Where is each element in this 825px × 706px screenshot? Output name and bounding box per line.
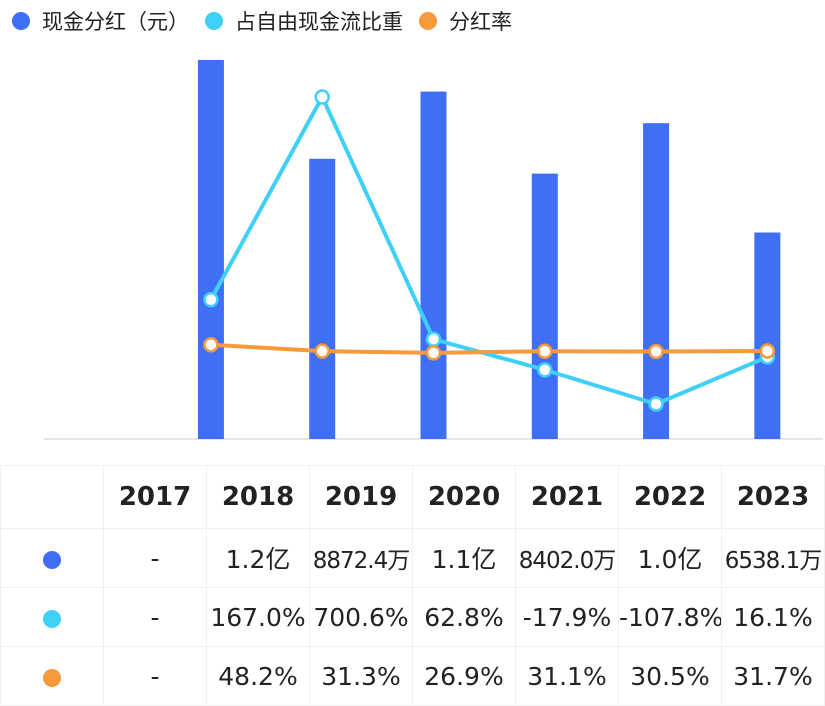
row-marker-fcf-ratio bbox=[43, 609, 61, 628]
bar-2020[interactable] bbox=[420, 91, 447, 439]
point-payout-ratio-2023[interactable] bbox=[759, 343, 776, 359]
table-cell: 6538.1万 bbox=[721, 528, 825, 588]
chart-legend: 现金分红（元） 占自由现金流比重 分红率 bbox=[0, 4, 512, 38]
row-marker-cell bbox=[0, 646, 104, 706]
legend-item-fcf-ratio[interactable]: 占自由现金流比重 bbox=[205, 6, 403, 36]
year-header: 2020 bbox=[412, 465, 516, 529]
bar-2021[interactable] bbox=[531, 173, 558, 439]
table-cell: 8872.4万 bbox=[309, 528, 413, 588]
table-cell: 48.2% bbox=[206, 646, 310, 706]
legend-marker-payout-ratio bbox=[419, 12, 437, 30]
table-cell: - bbox=[103, 528, 207, 588]
table-cell: -107.8% bbox=[618, 587, 722, 647]
table-cell: 8402.0万 bbox=[515, 528, 619, 588]
dividend-chart bbox=[44, 60, 823, 440]
point-fcf-ratio-2019[interactable] bbox=[314, 89, 330, 105]
table-corner-cell bbox=[0, 465, 104, 529]
bars-layer bbox=[197, 60, 781, 440]
table-cell: - bbox=[103, 587, 207, 647]
legend-marker-cash-dividend bbox=[12, 12, 30, 30]
legend-label-payout-ratio: 分红率 bbox=[449, 10, 512, 34]
table-cell: 62.8% bbox=[412, 587, 516, 647]
table-cell: 31.3% bbox=[309, 646, 413, 706]
point-payout-ratio-2020[interactable] bbox=[425, 345, 442, 361]
table-cell: 700.6% bbox=[309, 587, 413, 647]
table-cell: 31.7% bbox=[721, 646, 825, 706]
data-table: 2017 2018 2019 2020 2021 2022 2023 - 1.2… bbox=[0, 465, 825, 706]
legend-item-payout-ratio[interactable]: 分红率 bbox=[419, 6, 512, 36]
table-cell: 1.2亿 bbox=[206, 528, 310, 588]
point-fcf-ratio-2022[interactable] bbox=[648, 396, 664, 412]
point-payout-ratio-2022[interactable] bbox=[648, 343, 664, 360]
line-payout-ratio bbox=[210, 342, 768, 355]
point-fcf-ratio-2020[interactable] bbox=[425, 331, 442, 347]
table-cell: - bbox=[103, 646, 207, 706]
row-marker-payout-ratio bbox=[43, 668, 61, 687]
point-payout-ratio-2021[interactable] bbox=[537, 343, 553, 360]
year-header: 2021 bbox=[515, 465, 619, 529]
bar-2018[interactable] bbox=[197, 60, 224, 439]
table-cell: 16.1% bbox=[721, 587, 825, 647]
year-header: 2019 bbox=[309, 465, 413, 529]
year-header: 2022 bbox=[618, 465, 722, 529]
legend-label-cash-dividend: 现金分红（元） bbox=[42, 10, 189, 34]
legend-label-fcf-ratio: 占自由现金流比重 bbox=[235, 10, 403, 34]
line-fcf-ratio bbox=[209, 95, 769, 406]
table-row-payout-ratio: - 48.2% 31.3% 26.9% 31.1% 30.5% 31.7% bbox=[0, 646, 825, 706]
row-marker-cell bbox=[0, 528, 104, 588]
year-header: 2017 bbox=[103, 465, 207, 529]
bar-2019[interactable] bbox=[309, 158, 336, 439]
table-row-fcf-ratio: - 167.0% 700.6% 62.8% -17.9% -107.8% 16.… bbox=[0, 587, 825, 647]
table-header-row: 2017 2018 2019 2020 2021 2022 2023 bbox=[0, 465, 825, 529]
table-cell: 26.9% bbox=[412, 646, 516, 706]
point-payout-ratio-2018[interactable] bbox=[203, 337, 219, 353]
table-cell: 31.1% bbox=[515, 646, 619, 706]
bar-2022[interactable] bbox=[643, 123, 670, 440]
table-cell: 30.5% bbox=[618, 646, 722, 706]
point-fcf-ratio-2018[interactable] bbox=[203, 291, 219, 308]
table-cell: -17.9% bbox=[515, 587, 619, 647]
lines-layer bbox=[203, 89, 776, 412]
table-cell: 1.1亿 bbox=[412, 528, 516, 588]
year-header: 2018 bbox=[206, 465, 310, 529]
table-cell: 167.0% bbox=[206, 587, 310, 647]
legend-item-cash-dividend[interactable]: 现金分红（元） bbox=[12, 6, 189, 36]
year-header: 2023 bbox=[721, 465, 825, 529]
table-cell: 1.0亿 bbox=[618, 528, 722, 588]
row-marker-cash-dividend bbox=[43, 550, 61, 569]
legend-marker-fcf-ratio bbox=[205, 12, 223, 30]
point-payout-ratio-2019[interactable] bbox=[314, 343, 330, 359]
bar-2023[interactable] bbox=[754, 232, 781, 439]
point-fcf-ratio-2021[interactable] bbox=[537, 362, 553, 378]
table-row-cash-dividend: - 1.2亿 8872.4万 1.1亿 8402.0万 1.0亿 6538.1万 bbox=[0, 528, 825, 588]
row-marker-cell bbox=[0, 587, 104, 647]
